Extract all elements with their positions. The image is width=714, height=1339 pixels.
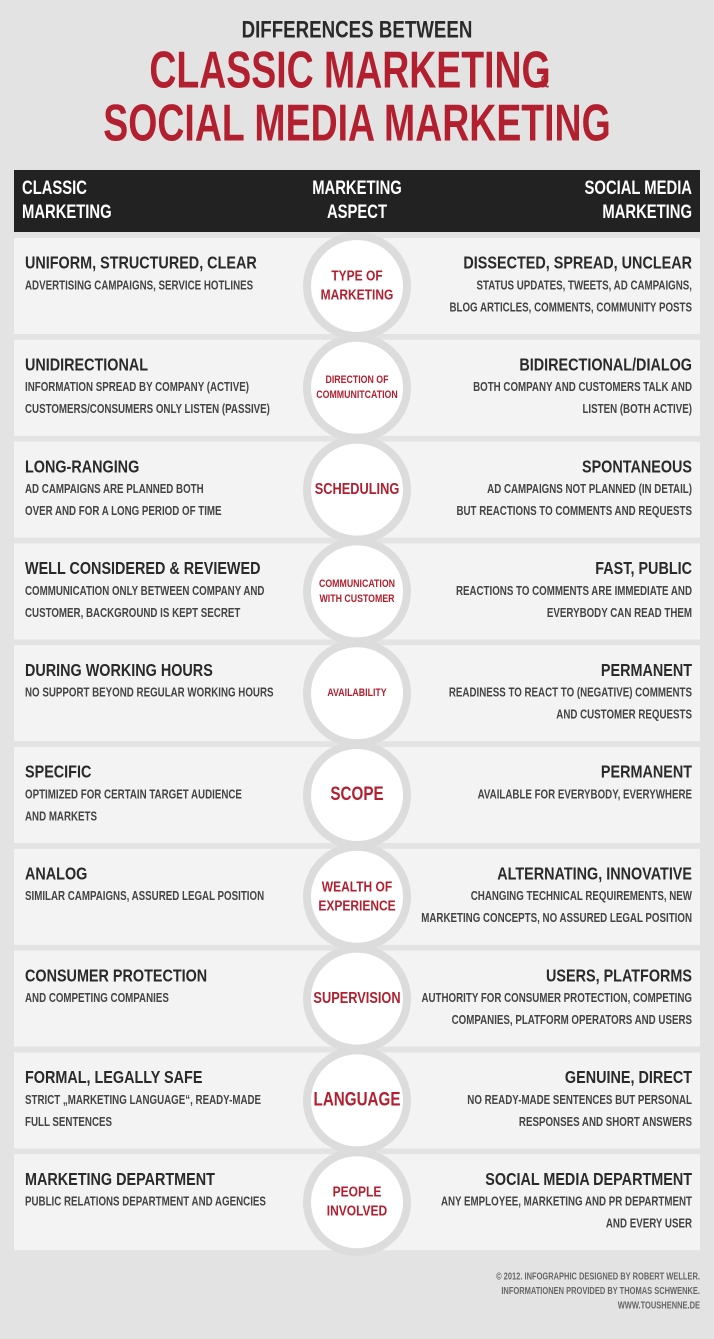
classic-title: UNIFORM, STRUCTURED, CLEAR <box>25 253 257 273</box>
social-text: CHANGING TECHNICAL REQUIREMENTS, NEW <box>471 890 692 904</box>
column-header: CLASSIC <box>22 177 87 198</box>
classic-title: CONSUMER PROTECTION <box>25 966 207 986</box>
classic-text: INFORMATION SPREAD BY COMPANY (ACTIVE) <box>25 381 249 395</box>
social-title: PERMANENT <box>601 660 692 680</box>
footer-line: WWW.TOUSHENNE.DE <box>618 1300 700 1311</box>
column-header: MARKETING <box>22 201 112 222</box>
table-header-bar <box>14 170 700 232</box>
aspect-label: EXPERIENCE <box>318 897 395 914</box>
classic-text: CUSTOMERS/CONSUMERS ONLY LISTEN (PASSIVE… <box>25 403 270 417</box>
classic-text: SIMILAR CAMPAIGNS, ASSURED LEGAL POSITIO… <box>25 890 264 904</box>
social-text: RESPONSES AND SHORT ANSWERS <box>519 1116 692 1130</box>
classic-text: AD CAMPAIGNS ARE PLANNED BOTH <box>25 483 204 497</box>
classic-title: ANALOG <box>25 864 87 884</box>
aspect-circle <box>311 1054 403 1147</box>
aspect-label: PEOPLE <box>333 1183 382 1200</box>
aspect-circle <box>311 647 403 740</box>
social-text: MARKETING CONCEPTS, NO ASSURED LEGAL POS… <box>421 912 692 926</box>
social-text: REACTIONS TO COMMENTS ARE IMMEDIATE AND <box>456 585 692 599</box>
aspect-label: AVAILABILITY <box>327 687 387 699</box>
aspect-circle <box>311 443 403 536</box>
aspect-label: SUPERVISION <box>313 990 400 1008</box>
footer-line: INFORMATIONEN PROVIDED BY THOMAS SCHWENK… <box>501 1285 700 1296</box>
classic-title: MARKETING DEPARTMENT <box>25 1169 215 1189</box>
classic-text: AND COMPETING COMPANIES <box>25 992 169 1006</box>
social-text: NO READY-MADE SENTENCES BUT PERSONAL <box>467 1094 692 1108</box>
social-text: EVERYBODY CAN READ THEM <box>547 607 692 621</box>
classic-text: PUBLIC RELATIONS DEPARTMENT AND AGENCIES <box>25 1195 266 1209</box>
social-text: AUTHORITY FOR CONSUMER PROTECTION, COMPE… <box>421 992 692 1006</box>
aspect-circle <box>311 1156 403 1249</box>
social-text: BUT REACTIONS TO COMMENTS AND REQUESTS <box>456 505 692 519</box>
social-title: USERS, PLATFORMS <box>546 966 692 986</box>
aspect-circle <box>311 952 403 1045</box>
aspect-label: SCHEDULING <box>315 481 400 499</box>
social-text: BLOG ARTICLES, COMMENTS, COMMUNITY POSTS <box>449 301 692 315</box>
aspect-label: WEALTH OF <box>322 878 392 895</box>
social-text: AND CUSTOMER REQUESTS <box>556 708 692 722</box>
social-text: BOTH COMPANY AND CUSTOMERS TALK AND <box>473 381 692 395</box>
aspect-label: SCOPE <box>330 782 383 804</box>
classic-text: STRICT „MARKETING LANGUAGE“, READY-MADE <box>25 1094 261 1108</box>
classic-text: ADVERTISING CAMPAIGNS, SERVICE HOTLINES <box>25 279 253 293</box>
aspect-label: LANGUAGE <box>314 1088 401 1110</box>
classic-title: FORMAL, LEGALLY SAFE <box>25 1068 203 1088</box>
column-header: MARKETING <box>602 201 692 222</box>
aspect-circle <box>311 545 403 638</box>
classic-title: LONG-RANGING <box>25 457 139 477</box>
social-text: AD CAMPAIGNS NOT PLANNED (IN DETAIL) <box>487 483 692 497</box>
pretitle: DIFFERENCES BETWEEN <box>242 16 473 43</box>
classic-title: WELL CONSIDERED & REVIEWED <box>25 559 261 579</box>
social-text: READINESS TO REACT TO (NEGATIVE) COMMENT… <box>449 686 692 700</box>
column-header: MARKETING <box>312 177 402 198</box>
classic-text: NO SUPPORT BEYOND REGULAR WORKING HOURS <box>25 686 274 700</box>
social-title: SPONTANEOUS <box>582 457 692 477</box>
social-text: AVAILABLE FOR EVERYBODY, EVERYWHERE <box>478 788 693 802</box>
aspect-label: WITH CUSTOMER <box>319 593 394 605</box>
title-ampersand: & <box>539 72 550 92</box>
aspect-circle <box>311 850 403 943</box>
social-title: SOCIAL MEDIA DEPARTMENT <box>485 1169 692 1189</box>
column-header: ASPECT <box>327 201 388 222</box>
classic-title: UNIDIRECTIONAL <box>25 355 148 375</box>
title-line: CLASSIC MARKETING <box>149 41 550 100</box>
social-text: ANY EMPLOYEE, MARKETING AND PR DEPARTMEN… <box>441 1195 692 1209</box>
social-text: STATUS UPDATES, TWEETS, AD CAMPAIGNS, <box>477 279 692 293</box>
aspect-circle <box>311 749 403 841</box>
aspect-label: COMMUNICATION <box>319 578 395 590</box>
social-text: LISTEN (BOTH ACTIVE) <box>582 403 692 417</box>
aspect-circle <box>311 341 403 434</box>
classic-text: OPTIMIZED FOR CERTAIN TARGET AUDIENCE <box>25 788 242 802</box>
column-header: SOCIAL MEDIA <box>585 177 692 198</box>
aspect-label: TYPE OF <box>331 267 382 284</box>
aspect-label: COMMUNITCATION <box>316 389 397 401</box>
social-title: GENUINE, DIRECT <box>565 1068 692 1088</box>
classic-title: DURING WORKING HOURS <box>25 660 213 680</box>
classic-text: CUSTOMER, BACKGROUND IS KEPT SECRET <box>25 607 240 621</box>
classic-text: AND MARKETS <box>25 810 97 824</box>
social-text: AND EVERY USER <box>606 1217 693 1231</box>
social-title: BIDIRECTIONAL/DIALOG <box>519 355 692 375</box>
social-title: PERMANENT <box>601 762 692 782</box>
classic-text: OVER AND FOR A LONG PERIOD OF TIME <box>25 505 222 519</box>
social-title: DISSECTED, SPREAD, UNCLEAR <box>463 253 692 273</box>
title-line: SOCIAL MEDIA MARKETING <box>103 94 610 153</box>
footer-line: © 2012. INFOGRAPHIC DESIGNED BY ROBERT W… <box>496 1271 700 1282</box>
classic-text: FULL SENTENCES <box>25 1116 112 1130</box>
social-text: COMPANIES, PLATFORM OPERATORS AND USERS <box>452 1014 693 1028</box>
aspect-circle <box>311 240 403 332</box>
aspect-label: DIRECTION OF <box>325 374 388 386</box>
aspect-label: INVOLVED <box>327 1202 388 1219</box>
classic-text: COMMUNICATION ONLY BETWEEN COMPANY AND <box>25 585 264 599</box>
social-title: FAST, PUBLIC <box>595 559 692 579</box>
classic-title: SPECIFIC <box>25 762 92 782</box>
social-title: ALTERNATING, INNOVATIVE <box>497 864 692 884</box>
aspect-label: MARKETING <box>321 286 394 303</box>
